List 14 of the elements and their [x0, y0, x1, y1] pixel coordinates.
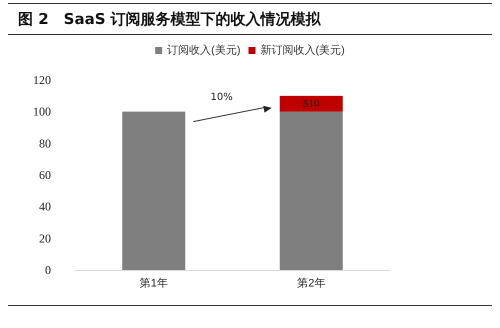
y-tick-label: 0 [45, 263, 51, 277]
legend-label: 新订阅收入(美元) [260, 44, 345, 56]
chart-title: 图 2 SaaS 订阅服务模型下的收入情况模拟 [8, 3, 492, 35]
y-tick-label: 80 [39, 136, 51, 150]
annotation: 10% [210, 92, 233, 103]
x-tick-label: 第1年 [140, 278, 168, 290]
y-tick-label: 120 [33, 73, 51, 87]
y-tick-label: 40 [39, 200, 51, 214]
x-tick-label: 第2年 [297, 278, 326, 290]
y-tick-label: 100 [33, 104, 51, 119]
legend-label: 订阅收入(美元) [167, 44, 240, 56]
y-tick-label: 60 [39, 168, 51, 182]
y-tick-label: 20 [39, 231, 51, 246]
data-label: $10 [303, 98, 320, 110]
